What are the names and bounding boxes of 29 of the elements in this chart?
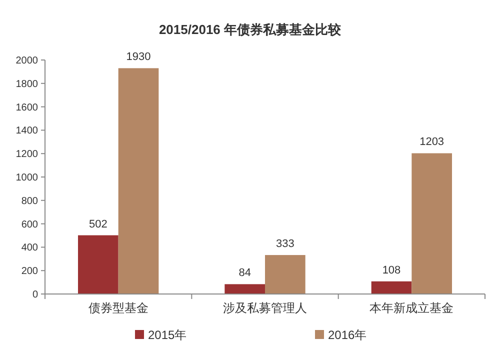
bar [371, 281, 412, 294]
x-tick-label: 本年新成立基金 [370, 301, 454, 315]
data-label: 1930 [126, 51, 151, 64]
y-tick-label: 2000 [16, 56, 38, 66]
y-tick-label: 1800 [16, 78, 38, 90]
y-tick-label: 600 [21, 219, 38, 230]
y-tick-label: 1600 [16, 102, 38, 114]
bar [118, 68, 159, 294]
y-tick-label: 0 [32, 290, 38, 300]
bar [78, 235, 118, 294]
data-label: 84 [238, 267, 251, 280]
bar [224, 284, 265, 294]
y-tick-label: 1000 [16, 172, 38, 184]
y-tick-label: 800 [21, 196, 38, 207]
y-tick-label: 400 [21, 242, 38, 254]
legend-label: 2016年 [328, 328, 367, 342]
bar [265, 255, 306, 294]
x-tick-label: 涉及私募管理人 [223, 301, 307, 315]
data-label: 108 [382, 264, 401, 276]
bar [412, 153, 452, 294]
data-label: 333 [276, 238, 294, 250]
data-label: 1203 [420, 136, 444, 148]
legend-label: 2015年 [148, 328, 187, 342]
chart-title: 2015/2016 年债券私募基金比较 [158, 22, 342, 37]
data-label: 502 [88, 218, 108, 230]
y-tick-label: 1400 [16, 126, 38, 137]
y-tick-label: 1200 [16, 149, 38, 160]
y-tick-label: 200 [21, 266, 38, 278]
x-tick-label: 债券型基金 [88, 301, 148, 315]
